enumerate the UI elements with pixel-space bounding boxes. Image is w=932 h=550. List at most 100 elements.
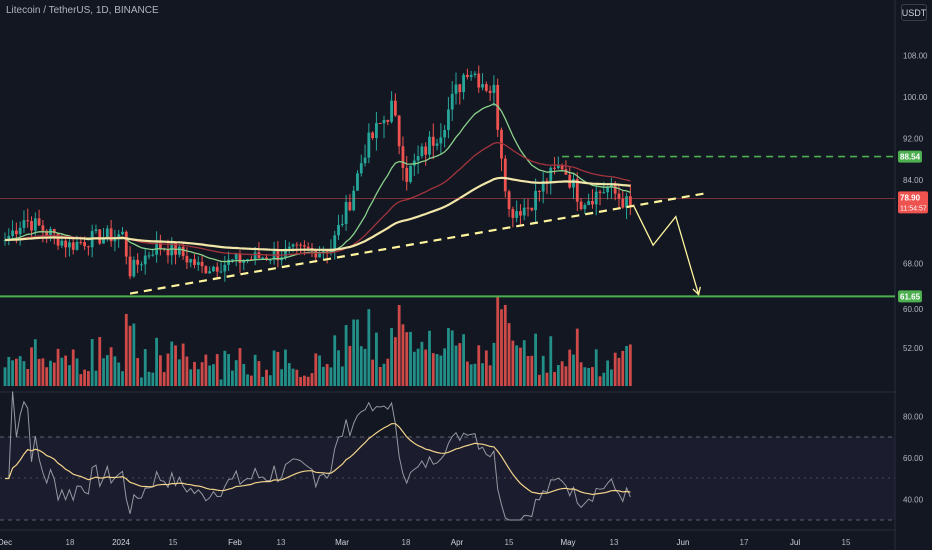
candle[interactable] (177, 246, 181, 255)
candle[interactable] (393, 100, 397, 116)
candle[interactable] (94, 229, 98, 232)
candle[interactable] (549, 167, 553, 184)
candle[interactable] (117, 234, 121, 237)
candle[interactable] (30, 221, 33, 231)
candle[interactable] (253, 252, 257, 260)
candle[interactable] (340, 223, 344, 225)
candle[interactable] (348, 202, 352, 211)
candle[interactable] (447, 109, 450, 131)
candle[interactable] (409, 165, 412, 182)
candle[interactable] (583, 205, 587, 210)
candle[interactable] (75, 241, 79, 250)
candle[interactable] (124, 231, 128, 257)
candle[interactable] (219, 271, 223, 273)
candle[interactable] (11, 230, 14, 237)
candle[interactable] (492, 84, 496, 93)
candle[interactable] (405, 167, 409, 182)
candle[interactable] (443, 130, 447, 138)
candle[interactable] (556, 165, 560, 169)
candle[interactable] (242, 260, 246, 264)
candle[interactable] (344, 202, 348, 224)
candle[interactable] (465, 74, 469, 77)
candle[interactable] (261, 257, 265, 259)
candle[interactable] (105, 228, 109, 238)
candle[interactable] (196, 261, 200, 265)
candle[interactable] (469, 74, 473, 77)
candle[interactable] (140, 264, 143, 266)
candle[interactable] (363, 157, 367, 164)
candle[interactable] (371, 132, 375, 139)
candle[interactable] (45, 230, 49, 236)
candle[interactable] (3, 240, 7, 241)
candle[interactable] (102, 237, 105, 244)
candle[interactable] (37, 218, 41, 226)
candle[interactable] (128, 256, 132, 277)
candle[interactable] (147, 255, 151, 257)
candle[interactable] (79, 241, 83, 243)
candle[interactable] (33, 218, 37, 231)
candle[interactable] (287, 246, 291, 249)
candle[interactable] (613, 183, 617, 194)
candle[interactable] (530, 207, 534, 211)
candle[interactable] (246, 259, 249, 261)
candle[interactable] (14, 230, 18, 235)
candle[interactable] (22, 220, 26, 228)
candle[interactable] (234, 253, 238, 260)
candle[interactable] (56, 233, 60, 246)
candle[interactable] (212, 266, 215, 272)
candle[interactable] (564, 169, 568, 175)
candle[interactable] (98, 229, 102, 244)
candle[interactable] (424, 146, 428, 155)
candle[interactable] (572, 179, 575, 188)
candle[interactable] (439, 137, 443, 144)
candle[interactable] (378, 123, 382, 125)
projection-path[interactable] (633, 206, 700, 295)
candle[interactable] (356, 173, 359, 191)
candle[interactable] (158, 240, 162, 249)
candle[interactable] (215, 266, 219, 272)
candle[interactable] (500, 129, 503, 159)
candle[interactable] (560, 165, 564, 170)
candle[interactable] (299, 244, 303, 246)
candle[interactable] (223, 264, 227, 272)
candle[interactable] (109, 228, 113, 242)
candle[interactable] (333, 235, 337, 250)
candle[interactable] (587, 200, 591, 206)
candle[interactable] (625, 196, 628, 208)
candle[interactable] (238, 253, 242, 264)
candle[interactable] (416, 156, 420, 161)
candle[interactable] (193, 259, 196, 265)
candle[interactable] (231, 259, 234, 261)
candle[interactable] (428, 136, 431, 155)
currency-button[interactable]: USDT (901, 4, 927, 21)
candle[interactable] (617, 193, 621, 199)
candle[interactable] (435, 143, 439, 146)
candle[interactable] (503, 158, 507, 192)
candle[interactable] (401, 146, 405, 168)
candle[interactable] (484, 84, 488, 91)
candle[interactable] (375, 123, 378, 139)
candle[interactable] (598, 191, 602, 193)
candle[interactable] (337, 224, 340, 236)
candle[interactable] (7, 236, 11, 240)
candle[interactable] (541, 180, 545, 192)
candle[interactable] (496, 84, 500, 130)
candle[interactable] (606, 187, 610, 193)
candle[interactable] (208, 271, 212, 274)
candle[interactable] (174, 242, 177, 255)
candle[interactable] (382, 119, 386, 124)
candle[interactable] (60, 240, 64, 246)
candle[interactable] (68, 242, 71, 248)
candle[interactable] (481, 84, 484, 88)
candle[interactable] (189, 259, 193, 263)
candle[interactable] (284, 248, 287, 258)
candle[interactable] (473, 73, 477, 75)
candle[interactable] (265, 257, 268, 260)
candle[interactable] (477, 73, 481, 88)
candle[interactable] (166, 249, 170, 256)
candle[interactable] (522, 207, 526, 216)
candle[interactable] (181, 246, 185, 257)
candle[interactable] (488, 90, 492, 93)
candle[interactable] (136, 259, 140, 265)
candle[interactable] (26, 220, 30, 222)
